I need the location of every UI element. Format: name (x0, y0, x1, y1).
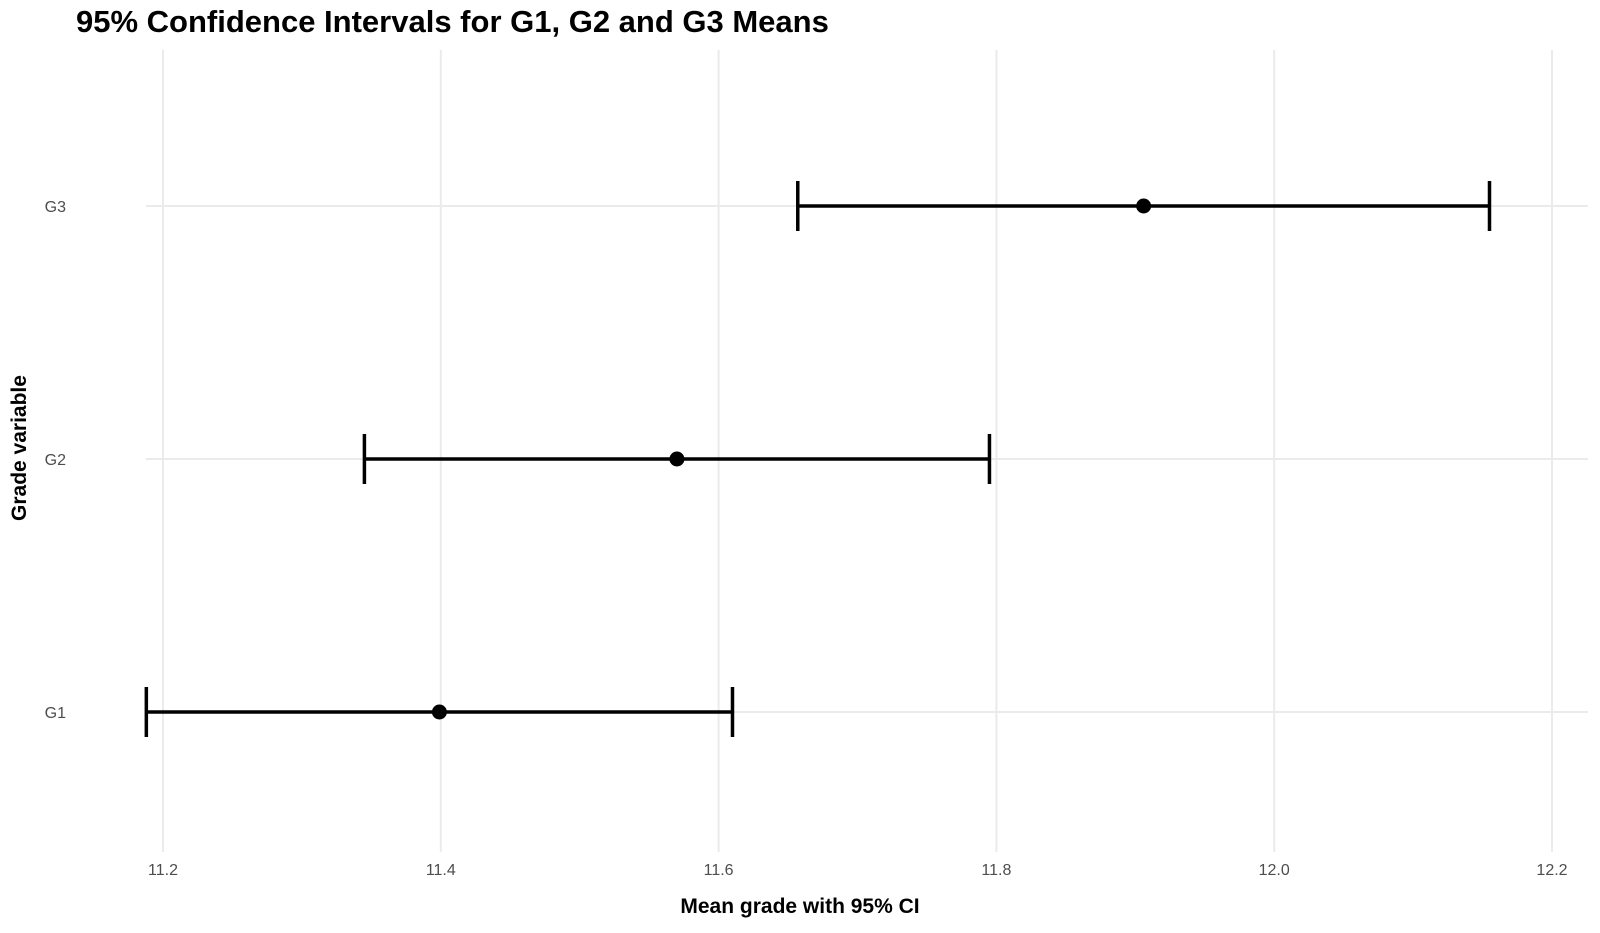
error-bar-g3 (796, 181, 1492, 231)
mean-point (1136, 198, 1152, 214)
x-tick-label: 12.2 (1536, 862, 1567, 879)
x-tick-label: 11.2 (148, 862, 178, 879)
x-tick-label: 11.8 (981, 862, 1011, 879)
y-tick-label: G3 (45, 199, 66, 216)
x-tick-label: 11.4 (426, 862, 456, 879)
x-axis-title: Mean grade with 95% CI (680, 895, 920, 918)
x-tick-label: 11.6 (704, 862, 734, 879)
y-tick-labels: G1 G2 G3 (45, 199, 66, 722)
error-bars (144, 181, 1492, 737)
y-tick-label: G1 (45, 705, 66, 722)
mean-point (669, 451, 685, 467)
mean-point (431, 704, 447, 720)
chart-title: 95% Confidence Intervals for G1, G2 and … (76, 4, 829, 39)
y-tick-label: G2 (45, 452, 66, 469)
error-bar-g2 (362, 434, 992, 484)
y-axis-title: Grade variable (8, 375, 31, 521)
error-bar-g1 (144, 687, 735, 737)
grid-lines (146, 50, 1588, 852)
x-tick-labels: 11.2 11.4 11.6 11.8 12.0 12.2 (148, 862, 1568, 879)
x-tick-label: 12.0 (1259, 862, 1290, 879)
